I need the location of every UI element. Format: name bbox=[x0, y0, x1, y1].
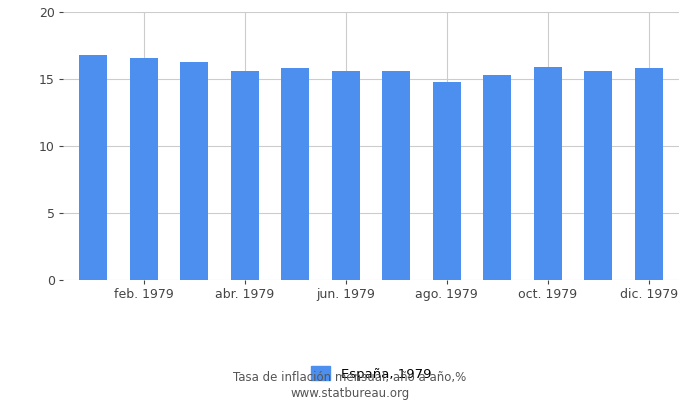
Bar bbox=[382, 71, 410, 280]
Bar bbox=[181, 62, 208, 280]
Bar bbox=[584, 71, 612, 280]
Legend: España, 1979: España, 1979 bbox=[305, 361, 437, 386]
Bar bbox=[635, 68, 663, 280]
Bar bbox=[534, 67, 561, 280]
Bar bbox=[433, 82, 461, 280]
Text: www.statbureau.org: www.statbureau.org bbox=[290, 388, 410, 400]
Bar bbox=[281, 68, 309, 280]
Bar bbox=[332, 71, 360, 280]
Text: Tasa de inflación mensual, año a año,%: Tasa de inflación mensual, año a año,% bbox=[233, 372, 467, 384]
Bar bbox=[130, 58, 158, 280]
Bar bbox=[483, 75, 511, 280]
Bar bbox=[79, 55, 107, 280]
Bar bbox=[231, 71, 259, 280]
